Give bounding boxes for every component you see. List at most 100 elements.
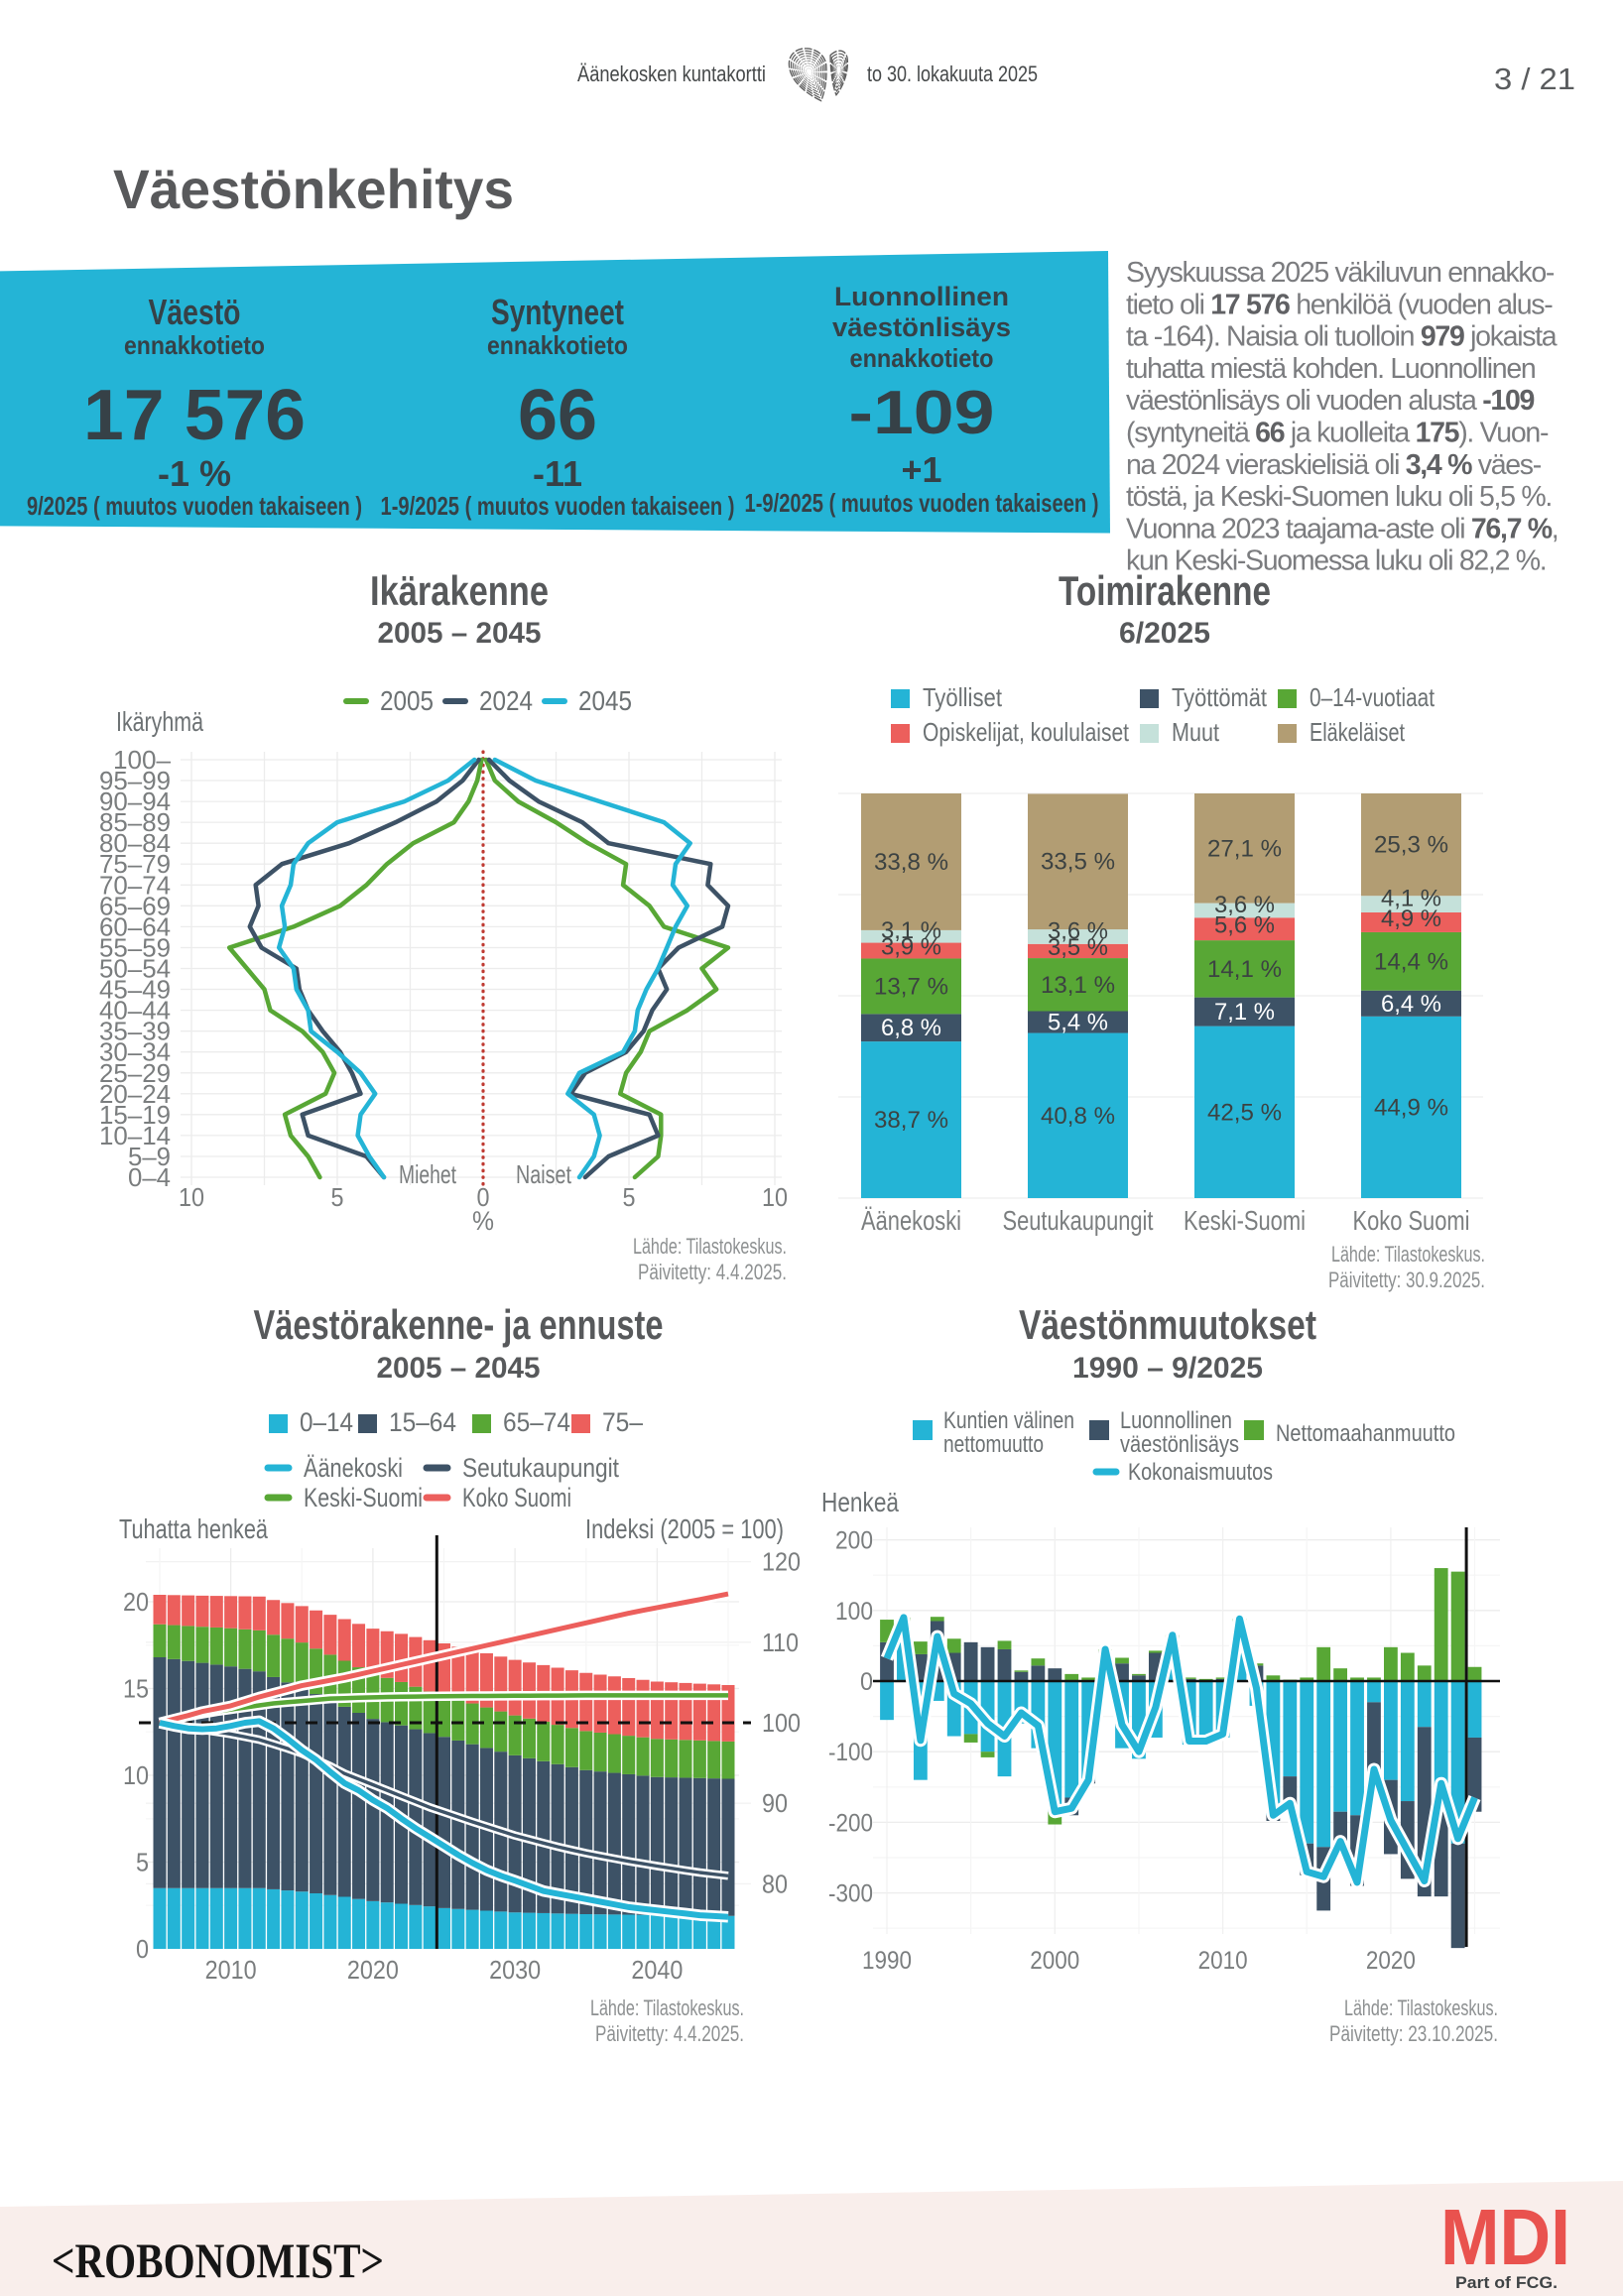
svg-text:-200: -200 xyxy=(828,1809,873,1837)
svg-text:4,1 %: 4,1 % xyxy=(1381,886,1441,912)
svg-text:Kokonaismuutos: Kokonaismuutos xyxy=(1128,1459,1273,1486)
svg-text:Ikäryhmä: Ikäryhmä xyxy=(116,706,203,737)
svg-text:6/2025: 6/2025 xyxy=(1119,617,1210,650)
svg-text:Seutukaupungit: Seutukaupungit xyxy=(462,1453,619,1483)
svg-text:väestönlisäys: väestönlisäys xyxy=(832,312,1011,342)
svg-text:2045: 2045 xyxy=(578,685,632,716)
svg-text:20–24: 20–24 xyxy=(99,1079,171,1109)
svg-text:10: 10 xyxy=(179,1182,204,1212)
svg-text:Äänekoski: Äänekoski xyxy=(861,1205,961,1236)
svg-text:13,7 %: 13,7 % xyxy=(874,973,948,1000)
svg-text:10–14: 10–14 xyxy=(99,1121,171,1150)
svg-text:9/2025 ( muutos vuoden takaise: 9/2025 ( muutos vuoden takaiseen ) xyxy=(27,491,362,521)
svg-text:nettomuutto: nettomuutto xyxy=(943,1431,1044,1458)
svg-text:14,4 %: 14,4 % xyxy=(1374,948,1448,975)
svg-text:15: 15 xyxy=(123,1674,149,1704)
svg-text:Henkeä: Henkeä xyxy=(821,1487,899,1517)
svg-text:Äänekosken kuntakortti: Äänekosken kuntakortti xyxy=(577,61,766,86)
svg-text:45–49: 45–49 xyxy=(99,975,171,1005)
svg-text:kun Keski-Suomessa luku oli 82: kun Keski-Suomessa luku oli 82,2 %. xyxy=(1126,545,1546,577)
svg-text:5: 5 xyxy=(331,1182,344,1212)
svg-text:5,4 %: 5,4 % xyxy=(1048,1010,1108,1036)
svg-text:50–54: 50–54 xyxy=(99,954,171,984)
svg-text:Opiskelijat, koululaiset: Opiskelijat, koululaiset xyxy=(923,717,1130,747)
svg-text:Päivitetty: 4.4.2025.: Päivitetty: 4.4.2025. xyxy=(595,2021,744,2046)
svg-text:(syntyneitä 66 ja kuolleita 17: (syntyneitä 66 ja kuolleita 175). Vuon- xyxy=(1126,418,1549,449)
svg-text:<ROBONOMIST>: <ROBONOMIST> xyxy=(52,2233,384,2288)
svg-text:Lähde: Tilastokeskus.: Lähde: Tilastokeskus. xyxy=(1331,1242,1485,1267)
svg-text:Lähde: Tilastokeskus.: Lähde: Tilastokeskus. xyxy=(633,1234,787,1259)
svg-text:Äänekoski: Äänekoski xyxy=(304,1453,403,1483)
svg-text:tuhatta miestä kohden. Luonnol: tuhatta miestä kohden. Luonnollinen xyxy=(1126,353,1535,385)
svg-text:ta -164). Naisia oli tuolloin: ta -164). Naisia oli tuolloin 979 jokais… xyxy=(1126,321,1558,353)
svg-text:0–14-vuotiaat: 0–14-vuotiaat xyxy=(1310,682,1436,712)
svg-text:0–14: 0–14 xyxy=(300,1407,353,1437)
svg-text:1-9/2025 ( muutos vuoden takai: 1-9/2025 ( muutos vuoden takaiseen ) xyxy=(381,491,735,521)
svg-text:Part of FCG.: Part of FCG. xyxy=(1455,2274,1558,2292)
svg-text:60–64: 60–64 xyxy=(99,911,171,941)
svg-text:65–69: 65–69 xyxy=(99,891,171,920)
svg-text:5: 5 xyxy=(623,1182,636,1212)
svg-text:100–: 100– xyxy=(113,745,172,775)
svg-text:Indeksi (2005 = 100): Indeksi (2005 = 100) xyxy=(585,1513,784,1544)
svg-text:10: 10 xyxy=(123,1760,149,1790)
svg-text:Keski-Suomi: Keski-Suomi xyxy=(1184,1205,1306,1236)
svg-text:6,8 %: 6,8 % xyxy=(881,1015,941,1041)
svg-text:Koko Suomi: Koko Suomi xyxy=(462,1483,571,1512)
svg-text:Muut: Muut xyxy=(1172,717,1220,747)
svg-text:Koko Suomi: Koko Suomi xyxy=(1353,1205,1470,1236)
svg-text:3,9 %: 3,9 % xyxy=(881,934,941,961)
svg-text:95–99: 95–99 xyxy=(99,766,171,795)
svg-text:4,9 %: 4,9 % xyxy=(1381,906,1441,932)
svg-text:Päivitetty: 4.4.2025.: Päivitetty: 4.4.2025. xyxy=(638,1260,787,1284)
svg-text:to 30. lokakuuta 2025: to 30. lokakuuta 2025 xyxy=(867,61,1038,86)
svg-text:55–59: 55–59 xyxy=(99,933,171,963)
svg-text:Työlliset: Työlliset xyxy=(923,682,1003,712)
svg-text:3,6 %: 3,6 % xyxy=(1214,892,1275,918)
svg-text:ennakkotieto: ennakkotieto xyxy=(487,330,628,360)
svg-text:na 2024 vieraskielisiä oli 3,4: na 2024 vieraskielisiä oli 3,4 % väes- xyxy=(1126,449,1542,481)
svg-text:väestönlisäys oli vuoden alust: väestönlisäys oli vuoden alusta -109 xyxy=(1126,385,1535,417)
svg-text:Keski-Suomi: Keski-Suomi xyxy=(304,1483,423,1512)
svg-text:Syntyneet: Syntyneet xyxy=(491,292,624,332)
svg-text:2005: 2005 xyxy=(380,685,434,716)
svg-text:14,1 %: 14,1 % xyxy=(1207,956,1282,983)
svg-text:töstä, ja Keski-Suomen luku ol: töstä, ja Keski-Suomen luku oli 5,5 %. xyxy=(1126,481,1552,513)
svg-text:2040: 2040 xyxy=(631,1955,683,1985)
svg-text:20: 20 xyxy=(123,1587,149,1617)
svg-text:33,5 %: 33,5 % xyxy=(1041,849,1115,876)
svg-text:90: 90 xyxy=(762,1788,788,1818)
svg-text:100: 100 xyxy=(762,1708,801,1738)
svg-text:1990: 1990 xyxy=(862,1947,912,1975)
svg-text:Lähde: Tilastokeskus.: Lähde: Tilastokeskus. xyxy=(590,1995,744,2020)
svg-text:MDI: MDI xyxy=(1440,2193,1570,2281)
svg-text:85–89: 85–89 xyxy=(99,807,171,837)
svg-text:2005 – 2045: 2005 – 2045 xyxy=(377,1352,541,1385)
svg-text:-300: -300 xyxy=(828,1880,873,1908)
svg-text:ennakkotieto: ennakkotieto xyxy=(850,343,994,373)
svg-text:2000: 2000 xyxy=(1030,1947,1079,1975)
svg-text:0: 0 xyxy=(860,1668,873,1696)
svg-text:Päivitetty: 30.9.2025.: Päivitetty: 30.9.2025. xyxy=(1328,1268,1485,1292)
svg-text:tieto oli 17 576 henkilöä (vuo: tieto oli 17 576 henkilöä (vuoden alus- xyxy=(1126,289,1553,320)
svg-text:40–44: 40–44 xyxy=(99,996,171,1026)
svg-text:66: 66 xyxy=(518,376,597,455)
svg-text:5: 5 xyxy=(136,1848,149,1877)
svg-text:38,7 %: 38,7 % xyxy=(874,1107,948,1134)
svg-text:Syyskuussa 2025 väkiluvun enna: Syyskuussa 2025 väkiluvun ennakko- xyxy=(1126,257,1555,289)
svg-text:Väestö: Väestö xyxy=(149,292,241,332)
svg-text:Seutukaupungit: Seutukaupungit xyxy=(1003,1205,1154,1236)
svg-text:0: 0 xyxy=(136,1934,149,1964)
svg-text:80: 80 xyxy=(762,1869,788,1898)
svg-text:3,5 %: 3,5 % xyxy=(1048,934,1108,961)
svg-text:Väestönmuutokset: Väestönmuutokset xyxy=(1019,1301,1316,1348)
svg-text:0: 0 xyxy=(477,1182,490,1212)
svg-text:2020: 2020 xyxy=(1366,1947,1416,1975)
svg-text:Vuonna 2023 taajama-aste oli 7: Vuonna 2023 taajama-aste oli 76,7 %, xyxy=(1126,513,1558,544)
svg-text:Väestörakenne- ja ennuste: Väestörakenne- ja ennuste xyxy=(254,1301,664,1348)
svg-text:Lähde: Tilastokeskus.: Lähde: Tilastokeskus. xyxy=(1344,1995,1498,2020)
svg-text:25,3 %: 25,3 % xyxy=(1374,832,1448,859)
svg-text:Työttömät: Työttömät xyxy=(1172,682,1268,712)
svg-text:2005 – 2045: 2005 – 2045 xyxy=(378,617,542,650)
svg-text:-100: -100 xyxy=(828,1739,873,1766)
